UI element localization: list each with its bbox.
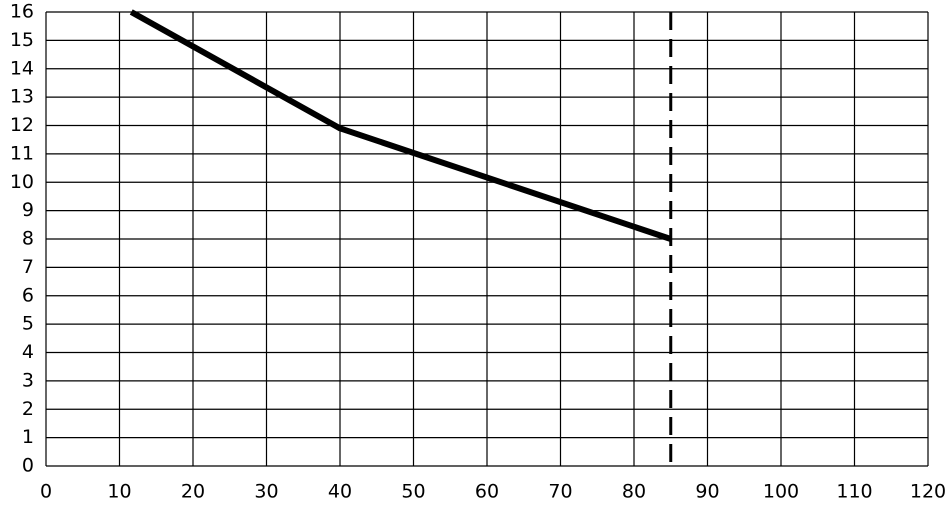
y-tick-label: 10	[10, 171, 34, 193]
y-tick-label: 14	[10, 57, 34, 79]
x-tick-label: 110	[836, 481, 872, 503]
x-tick-label: 60	[475, 481, 499, 503]
data-line	[129, 9, 672, 242]
y-tick-label: 13	[10, 86, 34, 108]
y-tick-label: 7	[22, 256, 34, 278]
x-tick-label: 90	[695, 481, 719, 503]
y-tick-label: 4	[22, 341, 34, 363]
y-tick-label: 1	[22, 426, 34, 448]
y-tick-label: 3	[22, 369, 34, 391]
x-tick-label: 50	[401, 481, 425, 503]
x-tick-label: 100	[763, 481, 799, 503]
y-tick-label: 12	[10, 114, 34, 136]
y-tick-label: 8	[22, 228, 34, 250]
x-tick-label: 70	[548, 481, 572, 503]
y-tick-label: 5	[22, 313, 34, 335]
y-tick-label: 6	[22, 284, 34, 306]
y-tick-label: 11	[10, 142, 34, 164]
x-tick-label: 30	[254, 481, 278, 503]
y-tick-label: 16	[10, 1, 34, 23]
x-tick-label: 20	[181, 481, 205, 503]
y-tick-label: 15	[10, 29, 34, 51]
x-tick-label: 10	[107, 481, 131, 503]
x-tick-label: 80	[622, 481, 646, 503]
x-tick-label: 40	[328, 481, 352, 503]
y-tick-label: 9	[22, 199, 34, 221]
x-tick-label: 120	[910, 481, 946, 503]
x-tick-label: 0	[40, 481, 52, 503]
y-tick-label: 0	[22, 455, 34, 477]
y-tick-label: 2	[22, 398, 34, 420]
